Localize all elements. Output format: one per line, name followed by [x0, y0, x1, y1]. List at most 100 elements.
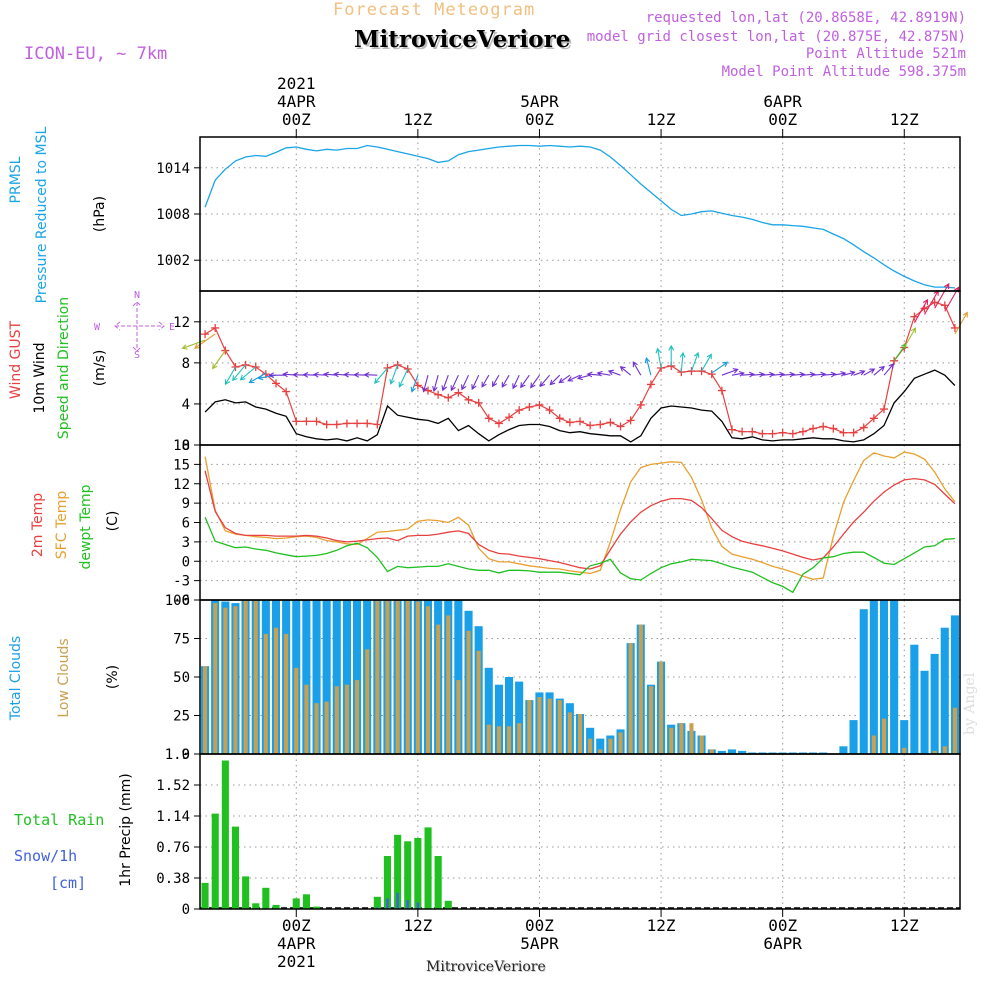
wind-direction-arrow [883, 363, 895, 376]
wind-direction-arrow [742, 371, 755, 378]
wind-direction-arrow [432, 375, 439, 393]
wind-direction-arrow [398, 368, 409, 388]
total-cloud-bar [920, 670, 929, 754]
top-time-label: 00Z [768, 110, 797, 129]
low-cloud-bar [294, 667, 299, 754]
wind-direction-arrow [721, 368, 739, 376]
wind-direction-arrow [903, 327, 916, 348]
wind-gust-marker [819, 422, 828, 431]
wind-gust-marker [707, 370, 716, 379]
temp-dewpt-label: dewpt Temp [78, 484, 94, 569]
compass-s-label: S [134, 350, 140, 361]
top-title: Forecast Meteogram [333, 0, 536, 20]
temp-2m-line [204, 470, 956, 570]
snow-bar [416, 902, 420, 909]
total-cloud-bar [738, 750, 747, 754]
total-cloud-bar [322, 600, 331, 754]
temp-tick-label: -3 [173, 574, 190, 590]
wind-gust-marker [555, 414, 564, 423]
wind-gust-marker [545, 406, 554, 415]
precip-tick-label: 0.38 [156, 871, 190, 887]
wind-direction-arrow [679, 351, 686, 373]
wind-direction-arrow [762, 371, 775, 378]
wind-direction-arrow [181, 339, 206, 350]
bottom-station: MitroviceVeriore [426, 959, 546, 975]
wind-gust-marker [646, 380, 655, 389]
wind-direction-arrow [461, 374, 469, 391]
top-time-label: 00Z [525, 110, 554, 129]
wind-direction-arrow [644, 356, 652, 376]
wind-gust-marker [373, 420, 382, 429]
wind-gust-marker [606, 418, 615, 427]
clouds-unit-label: (%) [105, 665, 121, 689]
wind-gust-marker [494, 419, 503, 428]
total-cloud-bar [353, 600, 362, 754]
wind-gust-marker [565, 418, 574, 427]
precip-tick-label: 0.76 [156, 840, 190, 856]
wind-direction-arrow [576, 374, 591, 381]
wind-gust-marker [576, 417, 584, 426]
wind-tick-label: 4 [182, 397, 190, 413]
temp-tick-label: 0 [182, 554, 190, 570]
rain-bar [211, 813, 219, 909]
precip-unit-label: 1hr Precip (mm) [118, 773, 134, 886]
wind-gust-marker [839, 428, 848, 437]
total-cloud-bar [342, 600, 351, 754]
low-cloud-bar [304, 684, 309, 754]
rain-bar [292, 898, 300, 909]
top-time-label: 6APR [763, 92, 802, 111]
wind-gust-marker [910, 312, 919, 321]
point-altitude: Point Altitude 521m [805, 46, 966, 62]
wind-direction-arrow [823, 371, 837, 378]
precip-tick-label: 0 [182, 902, 190, 918]
pressure-label-msl: Pressure Reduced to MSL [34, 126, 50, 303]
top-time-label: 12Z [647, 110, 676, 129]
wind-direction-arrow [813, 371, 827, 378]
pressure-line [204, 144, 955, 289]
low-cloud-bar [932, 750, 937, 754]
low-cloud-bar [486, 724, 491, 754]
rain-bar [404, 841, 412, 909]
wind-gust-marker [322, 420, 331, 429]
wind-gust-marker [535, 400, 544, 409]
wind-direction-arrow [549, 374, 561, 386]
wind-direction-arrow [752, 371, 766, 378]
wind-gust-marker [251, 362, 260, 371]
wind-direction-arrow [567, 374, 581, 382]
rain-bar [242, 876, 250, 909]
wind-direction-arrow [471, 374, 480, 391]
low-cloud-bar [902, 747, 907, 754]
rain-bar [444, 900, 452, 909]
precip-panel-frame [199, 753, 961, 910]
temp-tick-label: 3 [182, 535, 190, 551]
wind-direction-arrow [501, 374, 510, 388]
temp-sfc-label: SFC Temp [54, 491, 70, 560]
low-cloud-bar [385, 600, 390, 754]
grid-layer [200, 137, 960, 910]
wind-gust-marker [424, 386, 432, 395]
total-cloud-bar [515, 681, 524, 754]
low-cloud-bar [365, 649, 370, 754]
compass-rose-icon [114, 301, 165, 352]
wind-gust-marker [272, 379, 280, 388]
wind-gust-marker [302, 417, 311, 426]
low-cloud-bar [942, 746, 947, 754]
bottom-time-label: 12Z [890, 916, 919, 935]
rain-bar [414, 838, 422, 909]
total-cloud-bar [596, 738, 605, 754]
wind-gust-marker [211, 323, 220, 332]
precip-tick-label: 1.14 [156, 809, 190, 825]
bottom-time-label: 00Z [282, 916, 311, 935]
low-cloud-bar [456, 680, 461, 754]
low-cloud-bar [355, 680, 360, 754]
rain-bar [252, 903, 260, 909]
wind-direction-arrow [239, 366, 257, 381]
low-cloud-bar [405, 600, 410, 754]
rain-bar [231, 826, 239, 909]
low-cloud-bar [557, 700, 562, 754]
low-cloud-bar [618, 732, 623, 754]
wind-direction-arrow [389, 364, 399, 385]
rain-bar [434, 856, 442, 909]
